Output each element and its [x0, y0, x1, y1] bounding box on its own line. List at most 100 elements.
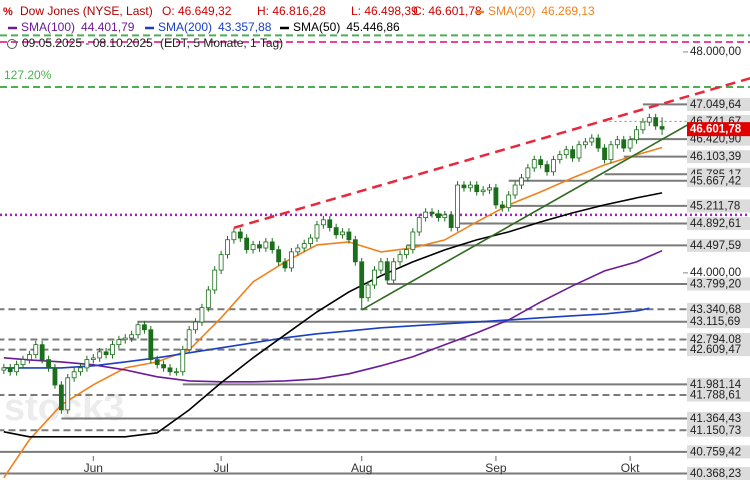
candle-body [257, 244, 262, 249]
period: 09.05.2025 - 08.10.2025 [22, 36, 153, 50]
y-tick-label: 48.000,00 [690, 46, 741, 58]
candle-body [499, 204, 505, 209]
candle-body [58, 384, 64, 411]
period-note: (EDT, 5 Monate, 1 Tag) [160, 36, 283, 50]
candle-body [90, 357, 96, 360]
candle-body [289, 251, 294, 269]
level-label-box [687, 343, 750, 357]
candle-body [576, 144, 582, 159]
candle-body [263, 241, 269, 249]
level-label-box [687, 423, 750, 437]
period-icon [7, 39, 17, 49]
level-label-box [687, 445, 750, 459]
candle-body [525, 167, 531, 179]
candle-body [416, 217, 422, 233]
candle-body [429, 211, 435, 215]
candle-body [512, 184, 518, 196]
candle-body [563, 149, 569, 156]
level-label: 46.103,39 [690, 151, 741, 163]
candle-body [212, 269, 218, 291]
candle-body [538, 159, 544, 166]
candle-body [436, 213, 441, 219]
legend-name: SMA(50) [293, 20, 340, 34]
logo-icon: % [3, 6, 13, 18]
sma-line [3, 146, 663, 479]
candle-body [582, 141, 588, 146]
level-label: 42.794,08 [690, 334, 741, 346]
ohlc-high: H: 46.816,28 [257, 4, 326, 18]
last-price-label: 46.601,78 [690, 124, 742, 136]
candle-body [218, 254, 224, 271]
candle-body [384, 261, 390, 281]
candle-body [20, 359, 26, 365]
candle-body [26, 354, 32, 360]
candle-body [365, 284, 371, 299]
candle-body [378, 261, 384, 271]
background-layer: stock3 127.20% [0, 34, 750, 429]
header: % Dow Jones (NYSE, Last) O: 46.649,32 H:… [3, 4, 595, 50]
level-label-box [687, 315, 750, 329]
level-label: 46.420,90 [690, 134, 741, 146]
candle-body [154, 359, 160, 365]
level-label-box [687, 332, 750, 346]
candle-body [480, 189, 486, 193]
candle-body [314, 224, 320, 239]
candle-body [173, 371, 179, 374]
candle-body [493, 187, 499, 206]
level-label-box [687, 302, 750, 316]
overlay-layer [233, 77, 750, 311]
candle-body [135, 324, 141, 336]
candle-body [110, 344, 115, 356]
candle-body [269, 241, 275, 251]
legend-name: SMA(100) [21, 20, 75, 34]
last-price-box [687, 122, 750, 137]
candle-body [455, 184, 460, 228]
level-label-box [687, 466, 750, 480]
candle-body [78, 367, 83, 373]
price-axis: Jun Jul Aug Sep Okt 44.000,00 48.000,00 47.049,… [84, 46, 750, 480]
candle-body [244, 237, 250, 251]
candle-body [519, 177, 524, 186]
level-label: 43.799,20 [690, 278, 741, 290]
sma-line [3, 249, 663, 383]
candle-body [646, 117, 652, 123]
legend-value: 45.446,86 [346, 20, 400, 34]
candle-body [340, 231, 345, 236]
legend-value: 44.401,79 [81, 20, 135, 34]
candle-body [65, 377, 71, 411]
legend-name: SMA(200) [158, 20, 212, 34]
candle-body [640, 121, 646, 131]
candle-body [250, 244, 256, 251]
level-label: 41.981,14 [690, 379, 742, 391]
candle-body [103, 351, 109, 356]
candle-body [14, 364, 20, 373]
candle-body [193, 321, 198, 331]
watermark: stock3 [4, 387, 124, 429]
level-label: 44.892,61 [690, 218, 741, 230]
candle-body [225, 239, 230, 256]
candle-body [320, 219, 326, 226]
ohlc-low: L: 46.498,39 [351, 4, 418, 18]
level-label: 42.609,47 [690, 344, 741, 356]
level-label-box [687, 150, 750, 164]
candle-body [199, 307, 205, 323]
sma-line [3, 307, 650, 369]
sma-line [3, 192, 663, 438]
level-label: 41.150,73 [690, 425, 741, 437]
candle-body [308, 237, 313, 244]
candle-body [448, 214, 454, 228]
candle-body [148, 329, 154, 360]
legend-name: SMA(20) [488, 4, 535, 18]
candle-body [531, 159, 537, 169]
x-tick-label: Jun [84, 461, 103, 475]
candle-body [282, 261, 288, 269]
candle-body [52, 367, 58, 386]
candle-body [295, 247, 301, 253]
candle-body [1, 367, 7, 371]
candle-body [46, 359, 51, 369]
candle-body [474, 184, 480, 193]
plot-area [0, 103, 687, 479]
level-label: 43.115,69 [690, 316, 740, 328]
level-label: 40.368,23 [690, 468, 741, 480]
